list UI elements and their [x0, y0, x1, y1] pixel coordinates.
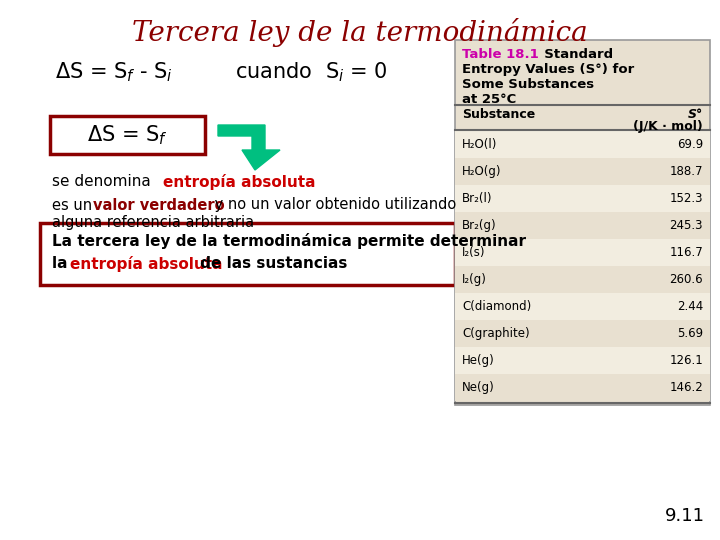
Text: de las sustancias: de las sustancias	[195, 256, 347, 272]
Text: 245.3: 245.3	[670, 219, 703, 232]
Text: 69.9: 69.9	[677, 138, 703, 151]
Text: He(g): He(g)	[462, 354, 495, 367]
Text: valor verdadero: valor verdadero	[93, 198, 225, 213]
Text: es un: es un	[52, 198, 96, 213]
Text: Table 18.1: Table 18.1	[462, 48, 539, 61]
Text: H₂O(l): H₂O(l)	[462, 138, 498, 151]
Bar	[455, 212, 710, 239]
Text: Some Substances: Some Substances	[462, 78, 594, 91]
Text: alguna referencia arbitraria: alguna referencia arbitraria	[52, 214, 254, 230]
Text: entropía absoluta: entropía absoluta	[163, 174, 315, 190]
Text: 188.7: 188.7	[670, 165, 703, 178]
Bar	[455, 374, 710, 401]
Bar	[455, 347, 710, 374]
Bar	[455, 293, 710, 320]
Text: Entropy Values (S°) for: Entropy Values (S°) for	[462, 63, 634, 76]
Bar	[455, 320, 710, 347]
Text: 9.11: 9.11	[665, 507, 705, 525]
Text: Br₂(l): Br₂(l)	[462, 192, 492, 205]
Text: H₂O(g): H₂O(g)	[462, 165, 502, 178]
Bar	[455, 266, 710, 293]
Text: la: la	[52, 256, 73, 272]
Text: entropía absoluta: entropía absoluta	[70, 256, 222, 272]
Text: 116.7: 116.7	[670, 246, 703, 259]
Text: 126.1: 126.1	[670, 354, 703, 367]
Text: Br₂(g): Br₂(g)	[462, 219, 497, 232]
Bar	[455, 239, 710, 266]
Text: at 25°C: at 25°C	[462, 93, 516, 106]
Text: Tercera ley de la termodinámica: Tercera ley de la termodinámica	[132, 18, 588, 47]
Text: S°: S°	[688, 108, 703, 121]
Text: Standard: Standard	[535, 48, 613, 61]
Bar	[455, 40, 710, 405]
Text: C(diamond): C(diamond)	[462, 300, 531, 313]
Text: $\Delta$S = S$_f$ - S$_i$: $\Delta$S = S$_f$ - S$_i$	[55, 60, 173, 84]
Text: I₂(g): I₂(g)	[462, 273, 487, 286]
Bar	[40, 223, 455, 285]
Text: La tercera ley de la termodinámica permite determinar: La tercera ley de la termodinámica permi…	[52, 233, 526, 249]
Polygon shape	[218, 125, 280, 170]
Text: (J/K · mol): (J/K · mol)	[634, 120, 703, 133]
Bar	[455, 158, 710, 185]
Text: I₂(s): I₂(s)	[462, 246, 485, 259]
Text: 2.44: 2.44	[677, 300, 703, 313]
Text: 152.3: 152.3	[670, 192, 703, 205]
Bar	[455, 185, 710, 212]
Bar	[455, 131, 710, 158]
Bar	[50, 116, 205, 154]
Text: cuando  S$_i$ = 0: cuando S$_i$ = 0	[235, 60, 388, 84]
Text: Substance: Substance	[462, 108, 535, 121]
Text: Ne(g): Ne(g)	[462, 381, 495, 394]
Text: 260.6: 260.6	[670, 273, 703, 286]
Text: se denomina: se denomina	[52, 174, 156, 190]
Text: 5.69: 5.69	[677, 327, 703, 340]
Text: 146.2: 146.2	[670, 381, 703, 394]
Text: C(graphite): C(graphite)	[462, 327, 530, 340]
Text: y no un valor obtenido utilizando: y no un valor obtenido utilizando	[210, 198, 456, 213]
Text: $\Delta$S = S$_f$: $\Delta$S = S$_f$	[87, 123, 168, 147]
